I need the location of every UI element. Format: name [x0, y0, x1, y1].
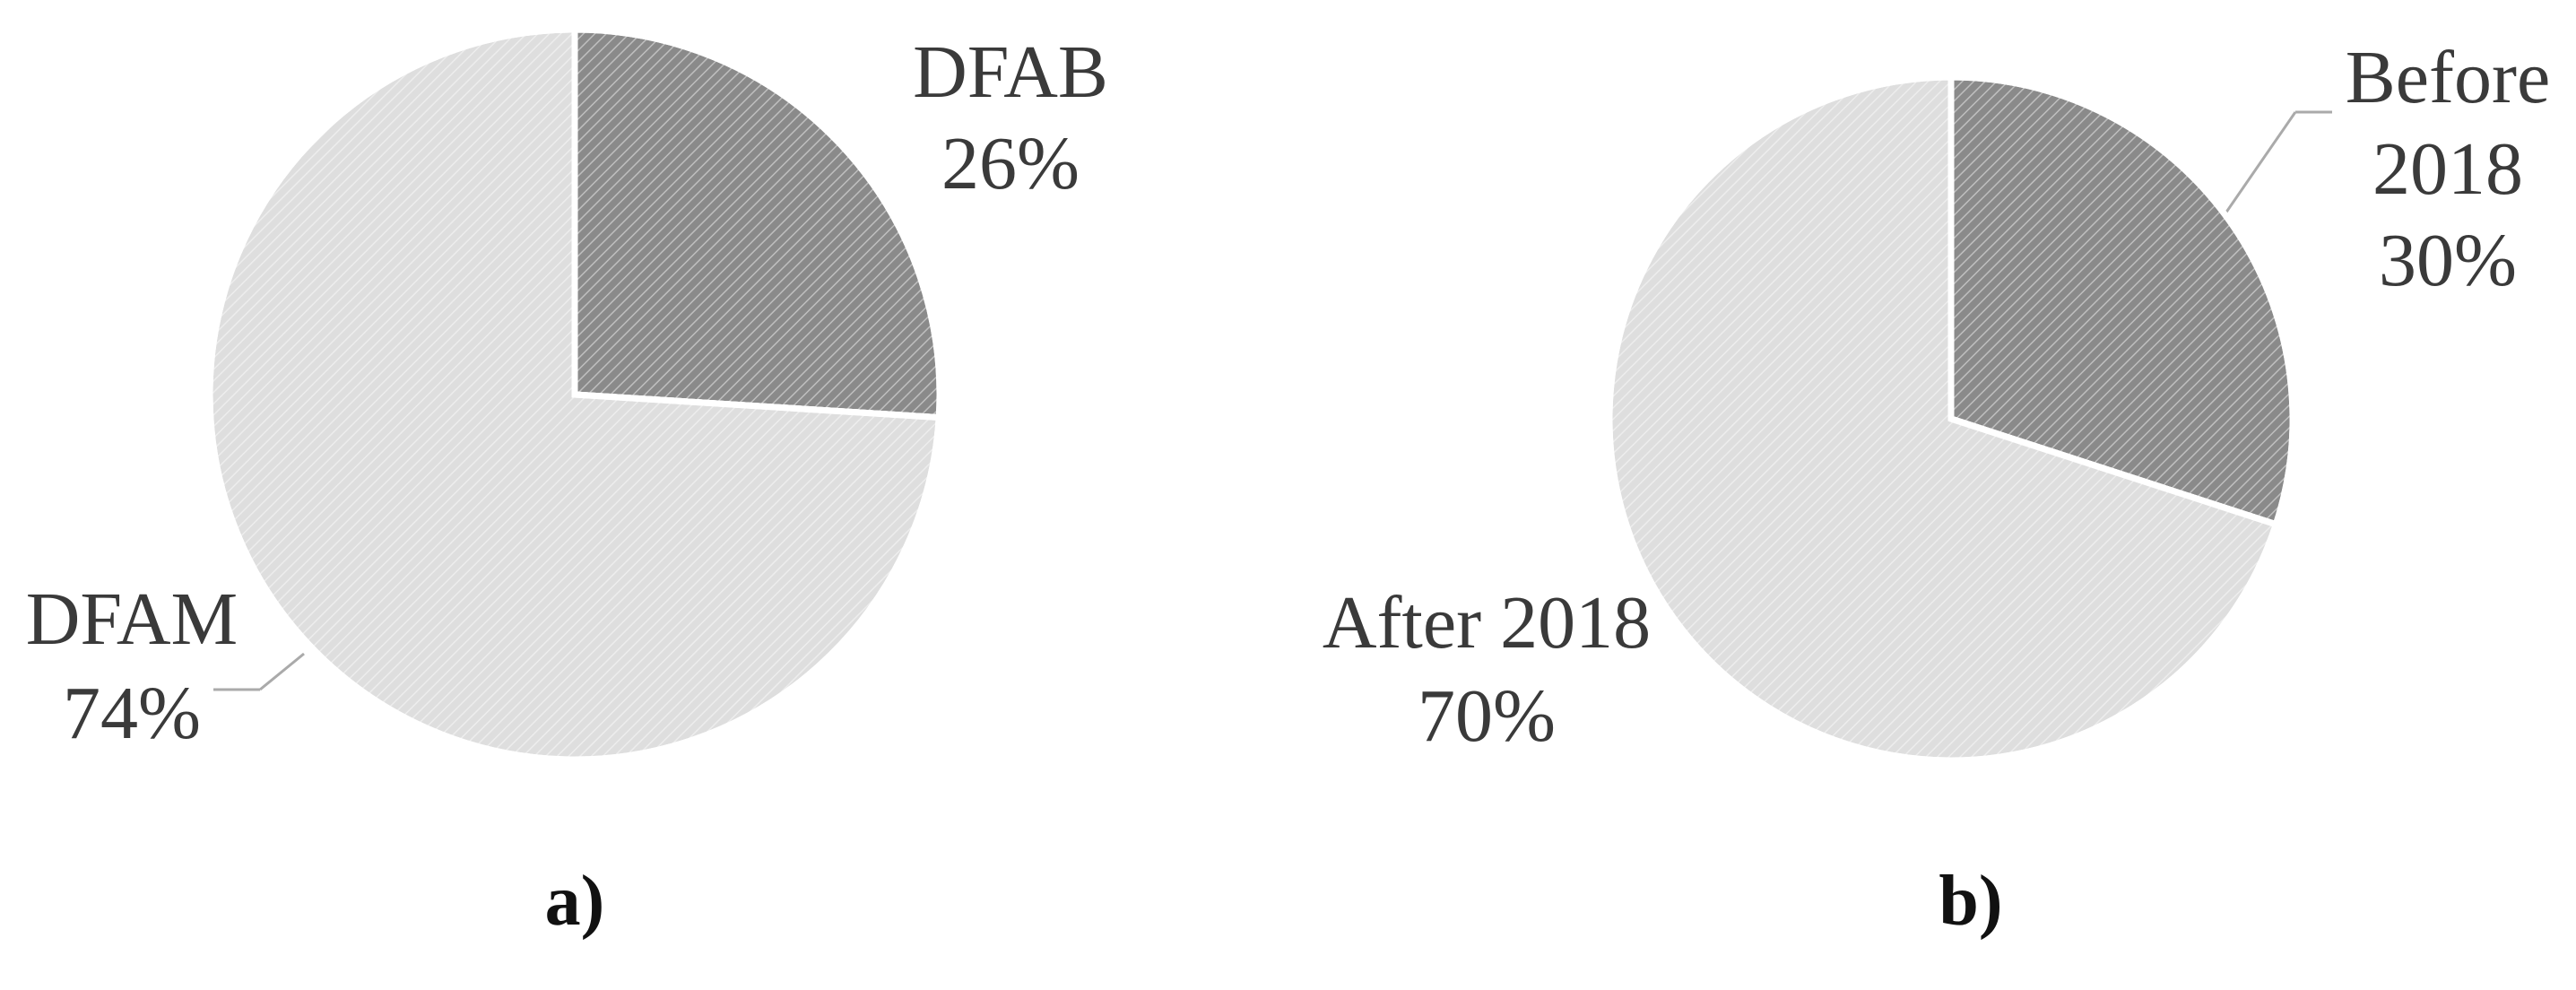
caption: a) — [544, 862, 605, 941]
value-label: 70% — [1418, 674, 1556, 758]
slice-label: After 2018 — [1322, 581, 1652, 664]
slice-hatch — [571, 26, 943, 421]
leader-line — [2224, 111, 2297, 214]
value-label: 30% — [2379, 219, 2517, 302]
caption: b) — [1939, 862, 2003, 941]
slice-hatch — [1606, 74, 2280, 764]
slice-label: DFAM — [25, 578, 239, 661]
slice-label: Before 2018 — [2345, 36, 2551, 211]
slice-hatch — [1947, 74, 2296, 529]
slice-label: DFAB — [913, 30, 1108, 114]
leader-line — [259, 652, 305, 691]
slice-hatch — [206, 26, 942, 763]
value-label: 26% — [941, 122, 1080, 205]
value-label: 74% — [63, 672, 201, 755]
